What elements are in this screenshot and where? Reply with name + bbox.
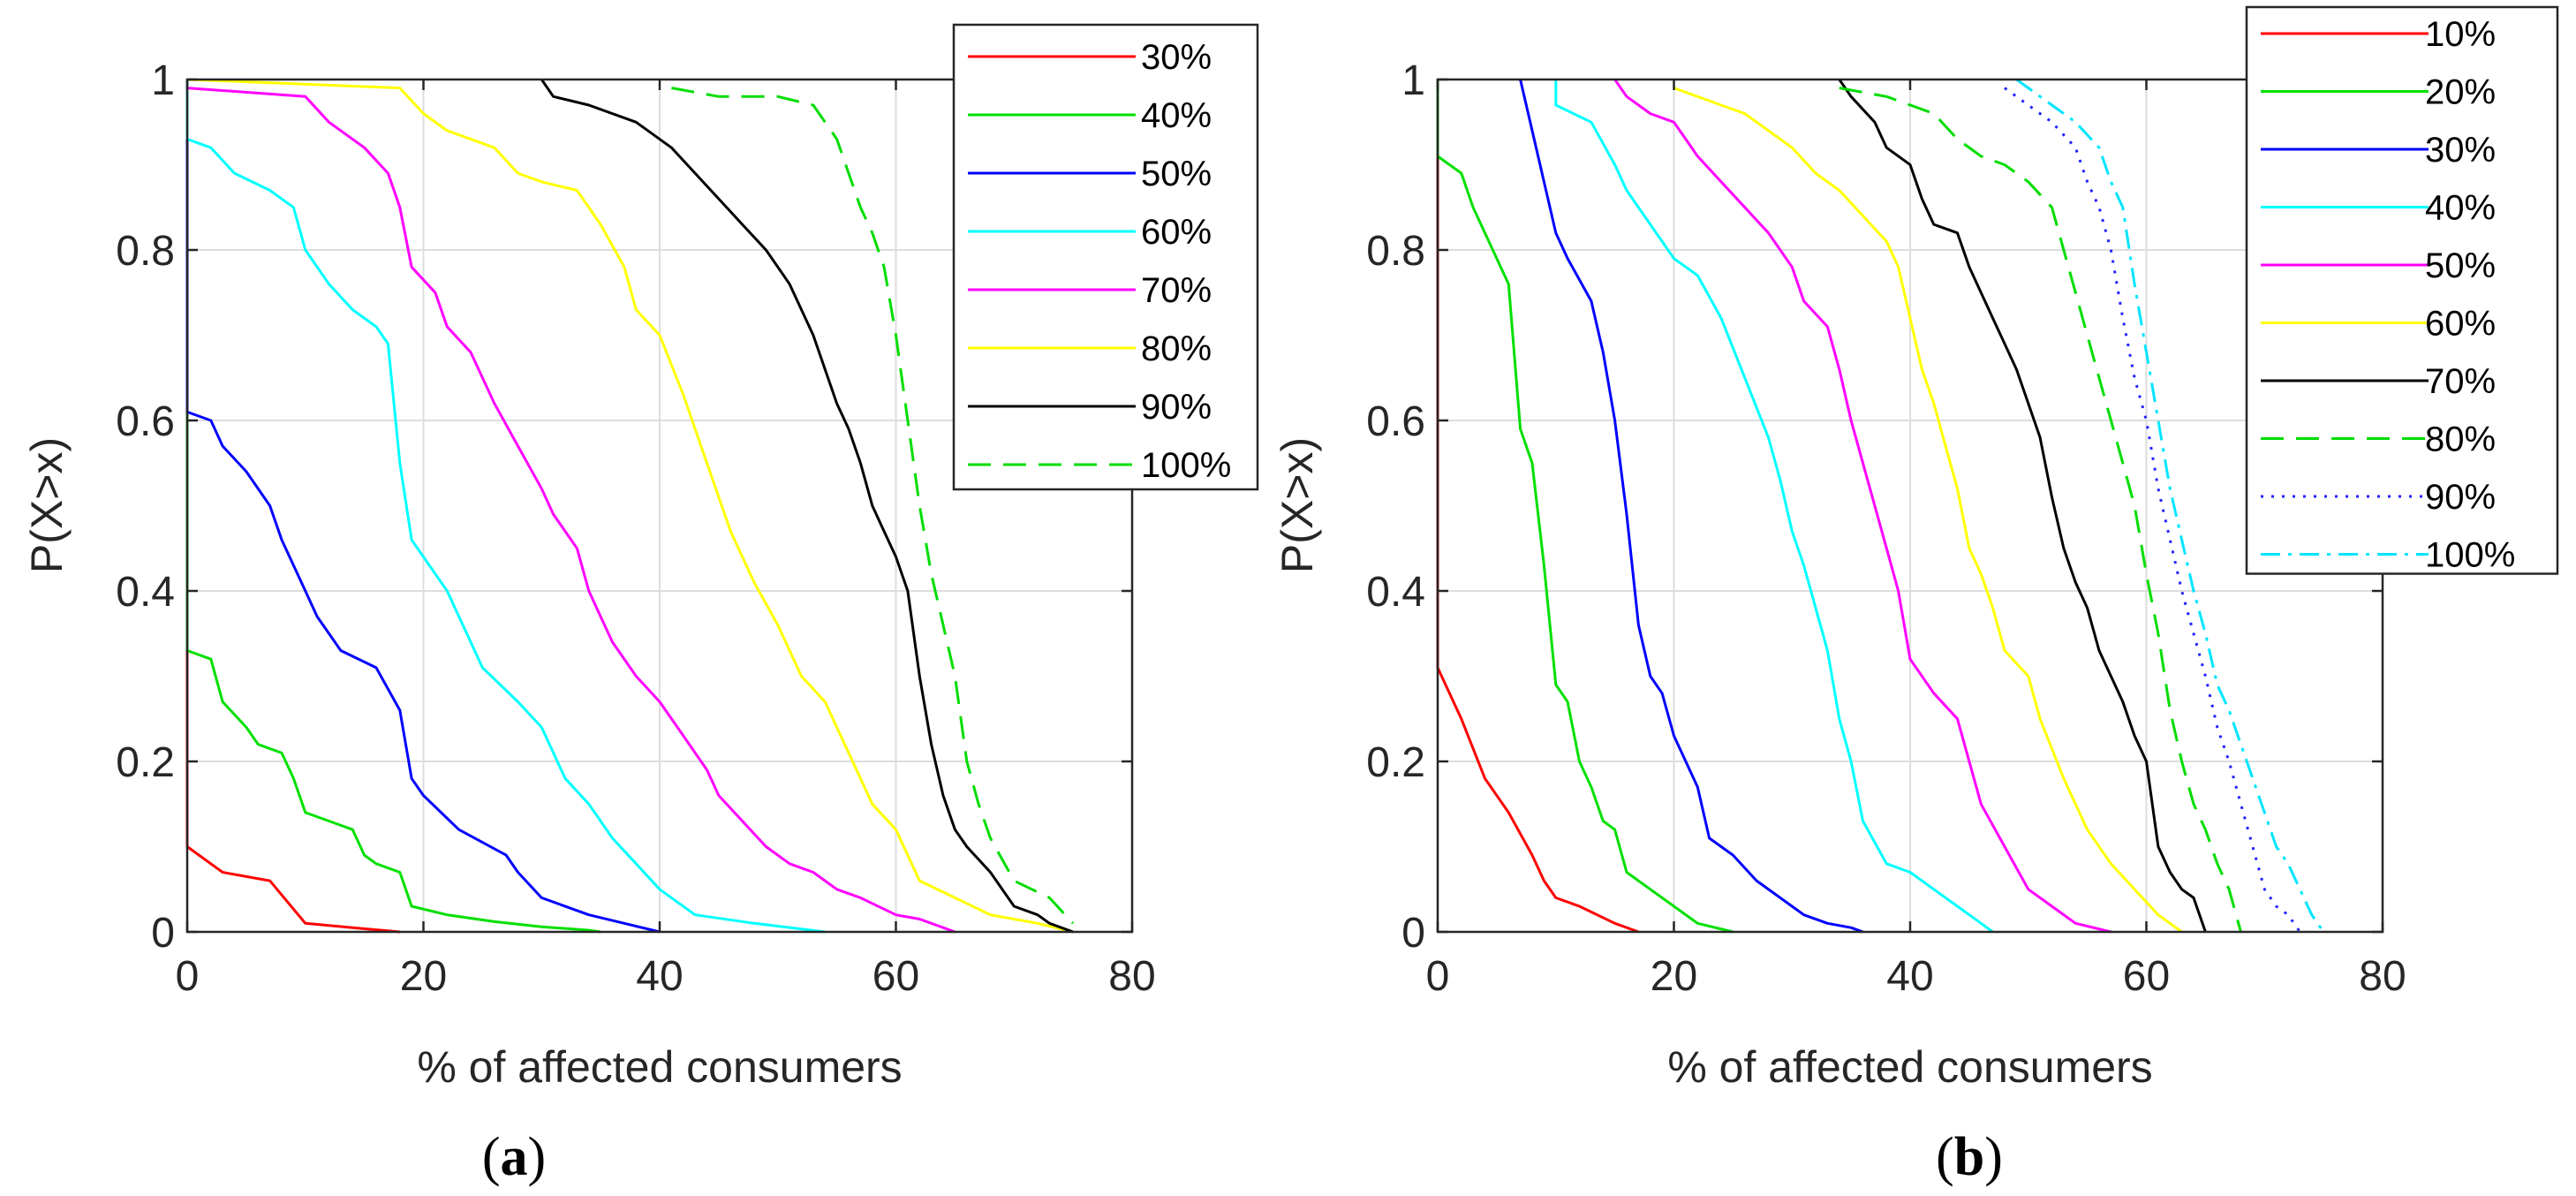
y-tick-label-5: 1 — [1401, 57, 1425, 104]
panel-label-a: (a) — [482, 1127, 546, 1187]
series-line-b-4 — [1613, 79, 2111, 934]
series-line-b-3 — [1554, 79, 1994, 934]
legend-label-6: 90% — [1141, 388, 1212, 427]
x-tick-label-2: 40 — [636, 953, 683, 1000]
y-tick-label-4: 0.8 — [116, 228, 175, 275]
x-tick-label-2: 40 — [1886, 953, 1933, 1000]
legend-label-5: 60% — [2425, 305, 2496, 344]
panel-letter-b: b — [1954, 1127, 1984, 1187]
legend-label-1: 40% — [1141, 96, 1212, 135]
legend-b: 10% 20% 30% 40% 50% 60% 70% 80% 90% 100% — [2245, 5, 2559, 575]
x-tick-label-3: 60 — [873, 953, 919, 1000]
series-line-a-6 — [540, 79, 1074, 934]
grid-b — [1438, 79, 2383, 932]
legend-label-1: 20% — [2425, 73, 2496, 112]
legend-label-7: 80% — [2425, 420, 2496, 459]
series-line-b-7 — [1839, 87, 2242, 933]
legend-label-8: 90% — [2425, 478, 2496, 517]
series-line-b-5 — [1673, 87, 2183, 934]
y-tick-label-3: 0.6 — [1366, 398, 1425, 445]
legend-label-6: 70% — [2425, 362, 2496, 401]
series-line-a-7 — [671, 87, 1075, 925]
legend-label-0: 30% — [1141, 38, 1212, 77]
y-axis-label-a: P(X>x) — [22, 437, 72, 573]
x-tick-label-3: 60 — [2123, 953, 2170, 1000]
chart-panel-b: 0 20 40 60 80 0 0.2 0.4 0.6 0.8 1 % of affected co… — [1273, 5, 2559, 1187]
x-tick-label-0: 0 — [176, 953, 200, 1000]
y-tick-label-2: 0.4 — [1366, 569, 1425, 616]
series-line-b-0 — [1436, 79, 1639, 934]
legend-label-2: 30% — [2425, 131, 2496, 170]
x-axis-label-b: % of affected consumers — [1667, 1042, 2152, 1092]
series-line-b-1 — [1436, 79, 1734, 934]
y-tick-label-2: 0.4 — [116, 569, 175, 616]
legend-label-2: 50% — [1141, 155, 1212, 193]
series-line-a-1 — [185, 79, 601, 934]
series-line-b-9 — [2015, 78, 2325, 933]
series-line-a-4 — [186, 87, 956, 934]
x-tick-label-4: 80 — [1108, 953, 1155, 1000]
panel-label-b: (b) — [1936, 1127, 2003, 1187]
y-tick-label-1: 0.2 — [116, 739, 175, 786]
series-line-b-2 — [1519, 79, 1864, 934]
legend-label-5: 80% — [1141, 329, 1212, 368]
legend-label-9: 100% — [2425, 536, 2515, 575]
series-line-a-3 — [185, 79, 826, 934]
y-tick-label-3: 0.6 — [116, 398, 175, 445]
legend-label-4: 70% — [1141, 271, 1212, 310]
legend-box — [2245, 5, 2559, 575]
ticks-a: 0 20 40 60 80 0 0.2 0.4 0.6 0.8 1 — [116, 57, 1155, 1000]
panel-letter-a: a — [501, 1127, 528, 1187]
x-axis-label-a: % of affected consumers — [417, 1042, 902, 1092]
legend-label-3: 60% — [1141, 213, 1212, 252]
legend-label-7: 100% — [1141, 446, 1231, 485]
x-tick-label-1: 20 — [400, 953, 447, 1000]
series-line-a-5 — [186, 78, 1074, 934]
legend-label-0: 10% — [2425, 15, 2496, 54]
y-tick-label-0: 0 — [151, 910, 175, 957]
x-tick-label-4: 80 — [2359, 953, 2406, 1000]
x-tick-label-1: 20 — [1651, 953, 1697, 1000]
series-line-a-2 — [185, 79, 661, 934]
y-tick-label-1: 0.2 — [1366, 739, 1425, 786]
legend-label-4: 50% — [2425, 246, 2496, 285]
legend-box — [952, 23, 1259, 491]
chart-panel-a: 0 20 40 60 80 0 0.2 0.4 0.6 0.8 1 % of affected co… — [22, 23, 1259, 1187]
legend-label-3: 40% — [2425, 189, 2496, 228]
y-tick-label-0: 0 — [1401, 910, 1425, 957]
y-tick-label-5: 1 — [151, 57, 175, 104]
y-axis-label-b: P(X>x) — [1273, 437, 1322, 573]
y-tick-label-4: 0.8 — [1366, 228, 1425, 275]
series-group-b — [1436, 78, 2325, 934]
series-line-b-8 — [2004, 87, 2301, 933]
legend-a: 30% 40% 50% 60% 70% 80% 90% 100% — [952, 23, 1259, 491]
series-line-b-6 — [1838, 79, 2207, 933]
x-tick-label-0: 0 — [1426, 953, 1450, 1000]
